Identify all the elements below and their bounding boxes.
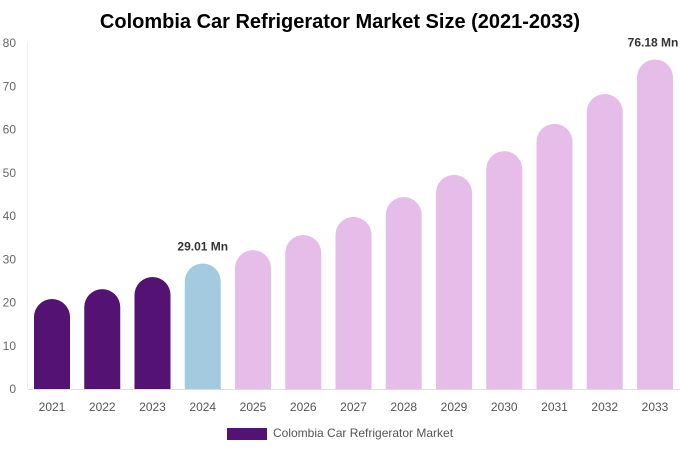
- bar-2026[interactable]: [285, 235, 322, 389]
- x-tick-label: 2027: [340, 400, 367, 414]
- y-tick-label: 10: [3, 339, 17, 353]
- y-tick-label: 40: [3, 209, 17, 223]
- bar-2028[interactable]: [385, 196, 422, 389]
- y-tick-label: 30: [3, 252, 17, 266]
- data-label: 76.18 Mn: [628, 36, 679, 50]
- y-tick-label: 70: [3, 79, 17, 93]
- x-tick-label: 2026: [290, 400, 317, 414]
- bar-2023[interactable]: [134, 276, 171, 389]
- y-tick-label: 0: [9, 382, 16, 396]
- bar-2031[interactable]: [536, 123, 573, 389]
- y-tick-label: 20: [3, 296, 17, 310]
- x-tick-label: 2022: [89, 400, 116, 414]
- x-tick-label: 2025: [240, 400, 267, 414]
- bar-2025[interactable]: [235, 250, 271, 389]
- legend-label: Colombia Car Refrigerator Market: [273, 426, 454, 440]
- x-tick-label: 2021: [39, 400, 66, 414]
- x-tick-label: 2028: [390, 400, 417, 414]
- legend[interactable]: Colombia Car Refrigerator Market: [227, 426, 454, 440]
- y-tick-label: 80: [3, 36, 17, 50]
- x-tick-label: 2033: [642, 400, 669, 414]
- x-tick-label: 2030: [491, 400, 518, 414]
- chart-title: Colombia Car Refrigerator Market Size (2…: [100, 11, 580, 33]
- bar-2021[interactable]: [34, 299, 70, 389]
- data-label: 29.01 Mn: [177, 240, 228, 254]
- x-tick-label: 2023: [139, 400, 166, 414]
- x-tick-label: 2032: [591, 400, 618, 414]
- bar-2022[interactable]: [84, 289, 121, 389]
- bar-2024[interactable]: [184, 263, 221, 389]
- y-tick-label: 50: [3, 166, 17, 180]
- x-tick-label: 2029: [441, 400, 468, 414]
- bar-2027[interactable]: [335, 216, 372, 389]
- y-tick-label: 60: [3, 123, 17, 137]
- bar-2032[interactable]: [586, 94, 623, 389]
- legend-swatch: [227, 428, 267, 440]
- bar-2030[interactable]: [486, 151, 523, 389]
- bar-2029[interactable]: [436, 174, 472, 389]
- x-tick-label: 2024: [189, 400, 216, 414]
- x-tick-label: 2031: [541, 400, 568, 414]
- bar-2033[interactable]: [637, 59, 673, 390]
